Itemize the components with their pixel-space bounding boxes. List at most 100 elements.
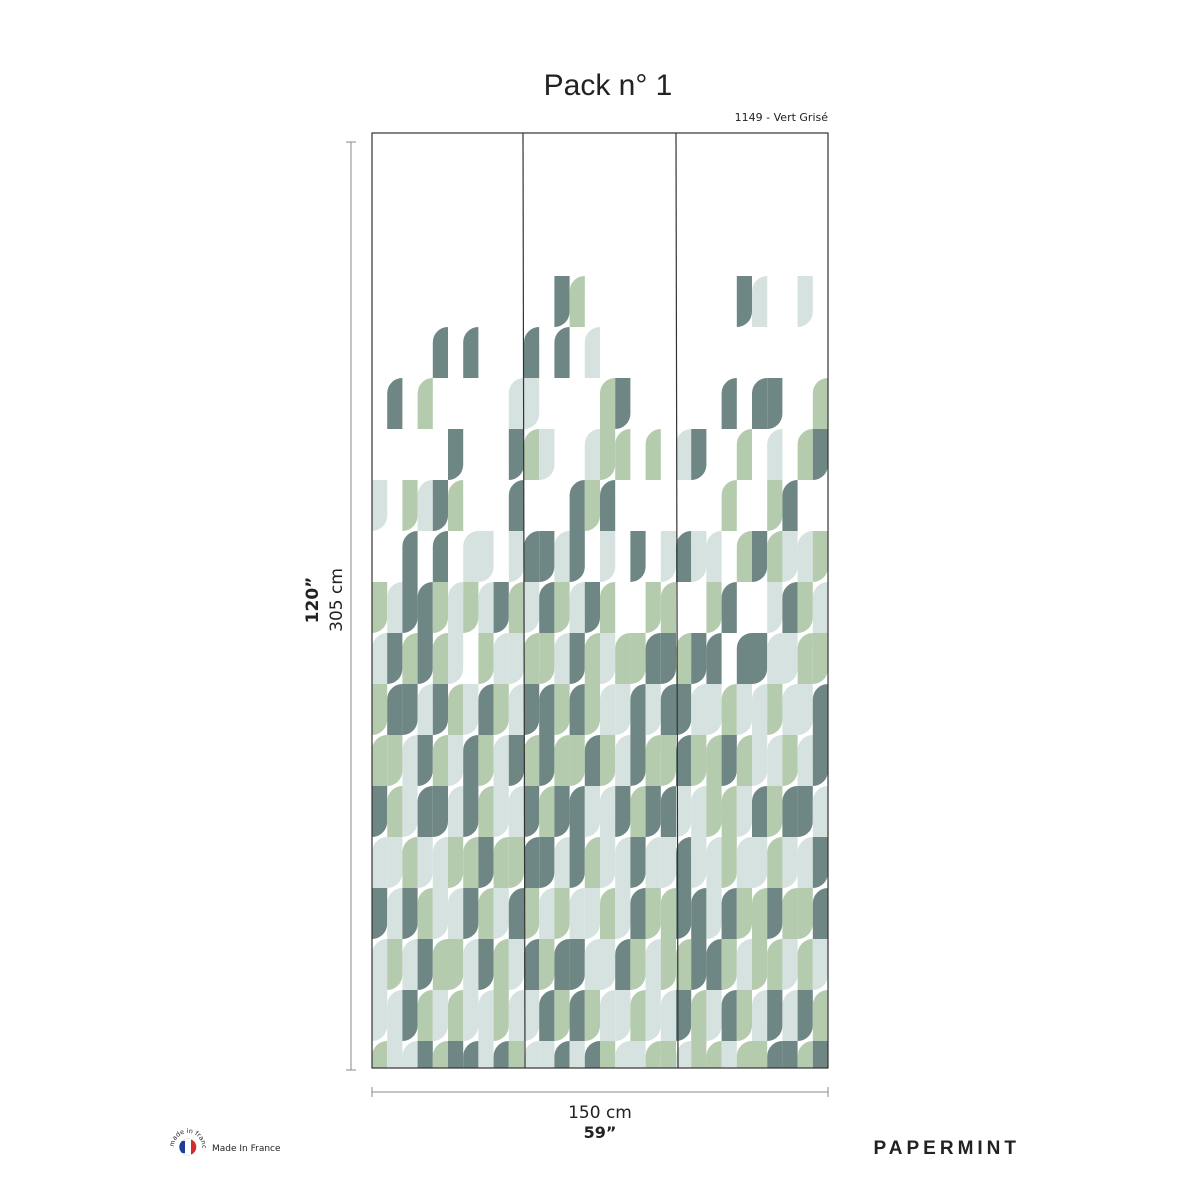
pattern-tile — [372, 1041, 388, 1068]
pattern-tile — [372, 480, 388, 531]
pattern-tile — [478, 531, 494, 582]
pattern-tile — [554, 888, 570, 939]
pattern-tile — [493, 939, 509, 990]
pattern-tile — [554, 582, 570, 633]
pattern-tile — [600, 633, 616, 684]
pattern-tile — [432, 582, 448, 633]
pattern-tile — [508, 837, 524, 888]
pattern-tile — [767, 939, 783, 990]
pattern-tile — [767, 480, 783, 531]
badge-text: made in france — [0, 0, 208, 1149]
pattern-tile — [539, 684, 555, 735]
pattern-tile — [797, 837, 813, 888]
pattern-tile — [691, 684, 707, 735]
pattern-tile — [508, 531, 524, 582]
pattern-tile — [752, 1041, 768, 1068]
pattern-tile — [706, 990, 722, 1041]
pattern-tile — [706, 786, 722, 837]
pattern-tile — [372, 990, 388, 1041]
pattern-tile — [736, 888, 752, 939]
pattern-tile — [569, 480, 585, 531]
pattern-tile — [706, 735, 722, 786]
pattern-tile — [584, 684, 600, 735]
pattern-tile — [432, 1041, 448, 1068]
pattern-tile — [524, 888, 540, 939]
pattern-tile — [463, 684, 479, 735]
pattern-tile — [478, 582, 494, 633]
dimension-lines — [346, 141, 829, 1097]
pattern-tile — [615, 786, 631, 837]
pattern-tile — [736, 837, 752, 888]
pattern-tile — [645, 582, 661, 633]
pattern-tile — [417, 939, 433, 990]
pattern-tile — [630, 531, 646, 582]
pattern-tile — [584, 429, 600, 480]
pattern-tile — [782, 990, 798, 1041]
pattern-tile — [508, 939, 524, 990]
pattern-tile — [584, 990, 600, 1041]
pattern-tile — [554, 276, 570, 327]
pattern-tile — [508, 378, 524, 429]
pattern-tile — [432, 837, 448, 888]
pattern-tile — [387, 939, 403, 990]
pattern-tile — [600, 1041, 616, 1068]
pattern-tile — [569, 684, 585, 735]
pattern-tile — [432, 684, 448, 735]
pattern-tile — [706, 684, 722, 735]
pattern-tile — [569, 1041, 585, 1068]
pattern-tile — [645, 786, 661, 837]
pattern-tile — [736, 990, 752, 1041]
pattern-tile — [539, 429, 555, 480]
pattern-tile — [797, 429, 813, 480]
pattern-tile — [752, 531, 768, 582]
pattern-tile — [736, 939, 752, 990]
pattern-tile — [493, 684, 509, 735]
pattern-tile — [448, 429, 464, 480]
pattern-tile — [417, 837, 433, 888]
france-badge: made in france — [0, 0, 208, 1156]
pattern-tile — [417, 633, 433, 684]
pattern-tile — [524, 327, 540, 378]
pattern-tile — [721, 684, 737, 735]
panel-outlines — [371, 132, 829, 1069]
pattern-tile — [676, 633, 692, 684]
pattern-tile — [448, 582, 464, 633]
pattern-tile — [584, 735, 600, 786]
pattern-tile — [615, 378, 631, 429]
pattern-tile — [600, 531, 616, 582]
pattern-tile — [736, 531, 752, 582]
pattern-tile — [721, 990, 737, 1041]
pattern-tile — [812, 888, 828, 939]
pattern-tile — [478, 735, 494, 786]
pattern-tile — [797, 684, 813, 735]
pattern-tile — [721, 735, 737, 786]
pattern-tile — [432, 888, 448, 939]
pattern-tile — [493, 735, 509, 786]
pattern-tile — [706, 633, 722, 684]
pattern-tile — [463, 939, 479, 990]
pattern-tile — [615, 837, 631, 888]
pattern-tile — [782, 531, 798, 582]
pattern-tile — [463, 990, 479, 1041]
pattern-tile — [478, 888, 494, 939]
pattern-tile — [676, 531, 692, 582]
pattern-tile — [691, 786, 707, 837]
pattern-tile — [600, 990, 616, 1041]
pattern-tile — [736, 684, 752, 735]
pattern-tile — [524, 531, 540, 582]
pattern-tile — [630, 990, 646, 1041]
pattern-tile — [417, 684, 433, 735]
pattern-tile — [554, 786, 570, 837]
pattern-tile — [493, 786, 509, 837]
pattern-tile — [463, 837, 479, 888]
pattern-tile — [767, 837, 783, 888]
pattern-tile — [600, 582, 616, 633]
pattern-tile — [584, 888, 600, 939]
pattern-tile — [539, 786, 555, 837]
pattern-tile — [752, 276, 768, 327]
pattern-tile — [524, 378, 540, 429]
pattern-tile — [372, 888, 388, 939]
height-cm: 305 cm — [327, 568, 347, 632]
pattern-tile — [584, 837, 600, 888]
pattern-tile — [569, 990, 585, 1041]
